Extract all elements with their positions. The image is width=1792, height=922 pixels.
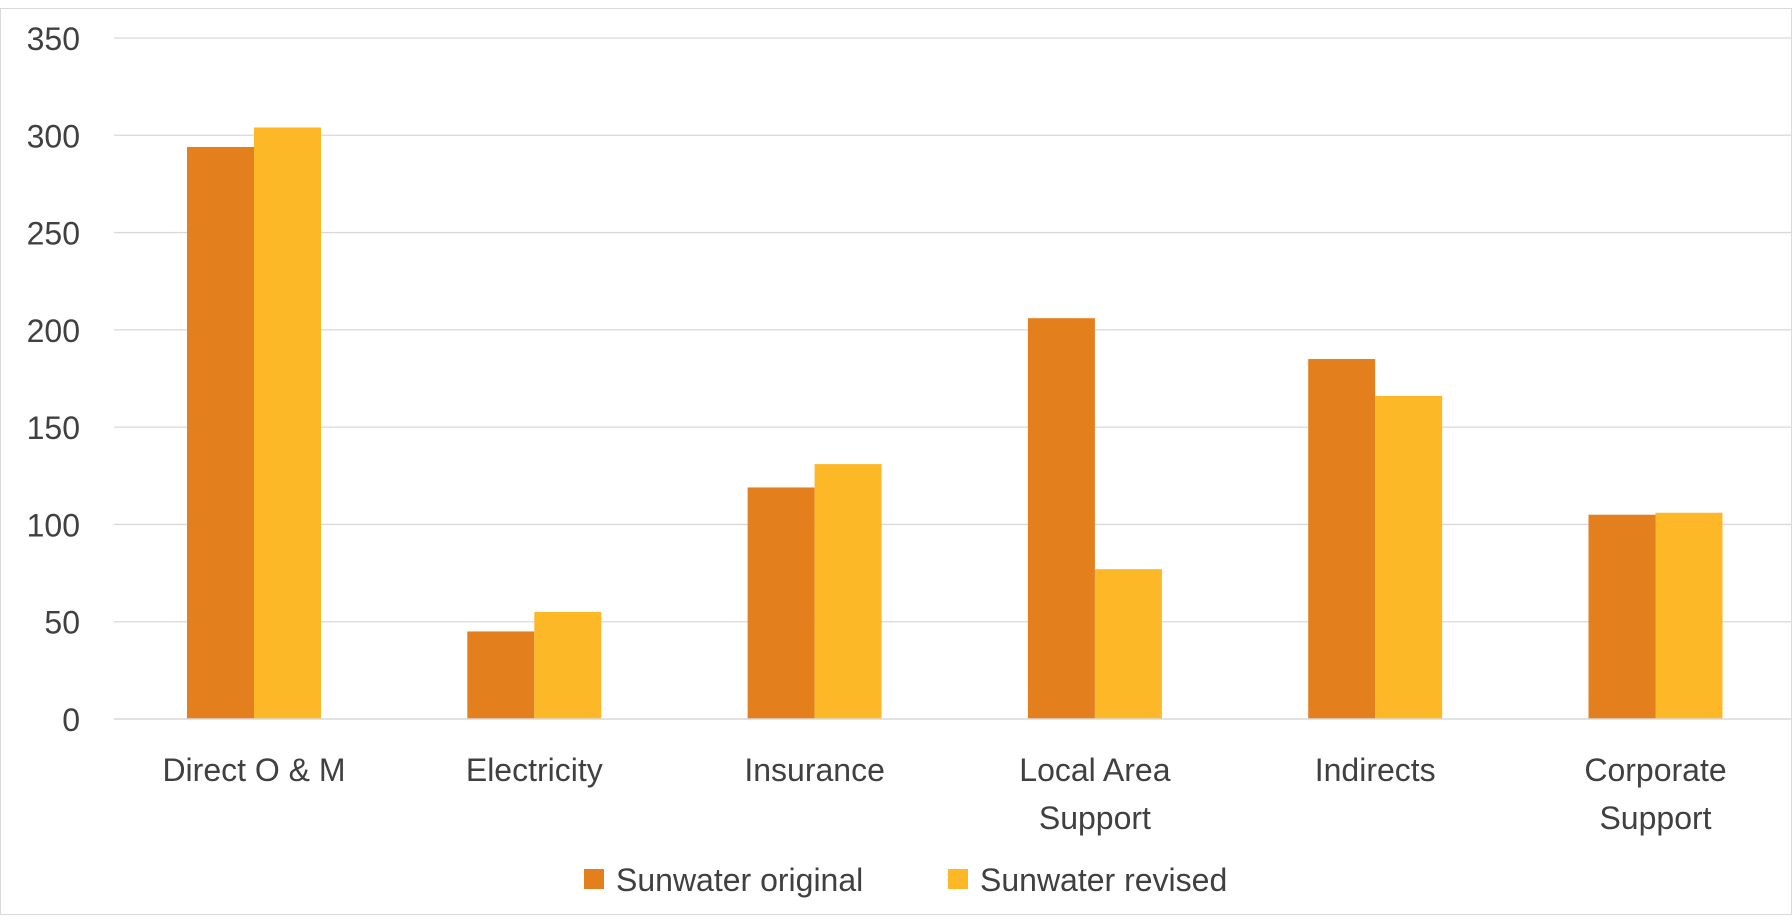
x-tick-label: Direct O & M bbox=[162, 752, 345, 788]
x-tick-label-line: Indirects bbox=[1315, 752, 1436, 788]
legend-swatch bbox=[584, 869, 604, 889]
x-tick-label: Indirects bbox=[1315, 752, 1436, 788]
bar-revised bbox=[254, 127, 321, 719]
x-axis-ticks: Direct O & M Electricity Insurance Local Ar… bbox=[162, 752, 1726, 836]
x-tick-label: Insurance bbox=[744, 752, 885, 788]
bars bbox=[187, 127, 1723, 719]
legend-label: Sunwater original bbox=[616, 862, 863, 898]
bar-original bbox=[1588, 514, 1656, 719]
x-tick-label: Local Area Support bbox=[1019, 752, 1170, 836]
x-tick-label: Electricity bbox=[466, 752, 603, 788]
gridlines bbox=[114, 37, 1792, 623]
legend-label: Sunwater revised bbox=[980, 862, 1227, 898]
x-tick-label-line: Direct O & M bbox=[162, 752, 345, 788]
y-axis-ticks: 0 50 100 150 200 250 300 350 bbox=[27, 21, 80, 738]
y-tick-label: 300 bbox=[27, 118, 80, 154]
x-tick-label: Corporate Support bbox=[1584, 752, 1726, 836]
y-tick-label: 250 bbox=[27, 216, 80, 252]
x-tick-label-line: Insurance bbox=[744, 752, 885, 788]
x-tick-label-line: Electricity bbox=[466, 752, 603, 788]
x-tick-label-line: Support bbox=[1039, 800, 1151, 836]
bar-original bbox=[467, 631, 535, 719]
bar-revised bbox=[1375, 396, 1443, 719]
y-tick-label: 350 bbox=[27, 21, 80, 57]
y-tick-label: 50 bbox=[44, 605, 80, 641]
bar-revised bbox=[1094, 569, 1162, 719]
y-tick-label: 0 bbox=[62, 702, 80, 738]
x-tick-label-line: Local Area bbox=[1019, 752, 1170, 788]
bar-revised bbox=[534, 611, 602, 719]
y-tick-label: 150 bbox=[27, 410, 80, 446]
bar-revised bbox=[1655, 512, 1723, 719]
y-tick-label: 200 bbox=[27, 313, 80, 349]
legend-swatch bbox=[948, 869, 968, 889]
y-tick-label: 100 bbox=[27, 507, 80, 543]
bar-original bbox=[187, 146, 254, 719]
legend: Sunwater original Sunwater revised bbox=[584, 862, 1227, 898]
bar-original bbox=[1027, 318, 1095, 719]
bar-original bbox=[1308, 359, 1376, 719]
bar-revised bbox=[814, 464, 882, 719]
bar-original bbox=[747, 487, 815, 719]
x-tick-label-line: Support bbox=[1599, 800, 1711, 836]
x-tick-label-line: Corporate bbox=[1584, 752, 1726, 788]
